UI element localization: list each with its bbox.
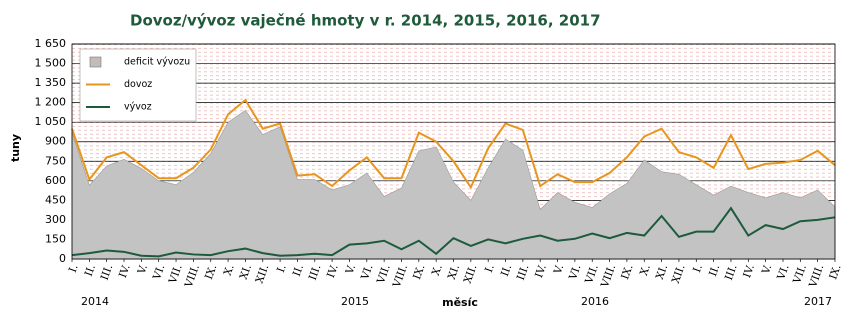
y-tick-label: 600 xyxy=(45,174,66,187)
x-tick-label: VII. xyxy=(791,263,809,286)
x-tick-label: I. xyxy=(483,263,497,274)
x-tick-label: X. xyxy=(430,263,445,277)
x-tick-label: VII. xyxy=(583,263,601,286)
x-tick-label: XII. xyxy=(254,263,272,285)
chart-title: Dovoz/vývoz vaječné hmoty v r. 2014, 201… xyxy=(130,12,601,30)
legend-items: deficit vývozu dovoz vývoz xyxy=(86,57,190,113)
x-tick-label: II. xyxy=(83,263,98,278)
y-axis-label: tuny xyxy=(9,134,22,162)
area xyxy=(71,110,836,260)
x-tick-label: IV. xyxy=(325,263,341,280)
x-tick-label: XII. xyxy=(670,263,688,285)
x-tick-label: XII. xyxy=(462,263,480,285)
y-tick-label: 1 500 xyxy=(35,57,67,70)
x-tick-label: IV. xyxy=(533,263,549,280)
x-tick-label: V. xyxy=(760,263,775,277)
x-tick-label: VI. xyxy=(775,263,792,282)
x-tick-label: IX. xyxy=(619,263,635,281)
year-label: 2017 xyxy=(804,295,832,308)
x-tick-label: I. xyxy=(67,263,81,274)
y-tick-label: 450 xyxy=(45,193,66,206)
x-tick-label: X. xyxy=(638,263,653,277)
x-tick-label: III. xyxy=(307,263,324,282)
y-tick-label: 300 xyxy=(45,213,66,226)
x-tick-label: I. xyxy=(691,263,705,274)
x-tick-label: III. xyxy=(723,263,740,282)
x-tick-label: VIII. xyxy=(807,263,827,290)
y-tick-label: 1 650 xyxy=(35,37,67,50)
x-tick-label: VII. xyxy=(375,263,393,286)
x-tick-label: VIII. xyxy=(599,263,619,290)
x-tick-label: IV. xyxy=(117,263,133,280)
x-tick-label: III. xyxy=(99,263,116,282)
x-tick-label: IX. xyxy=(827,263,843,281)
x-tick-label: VIII. xyxy=(391,263,411,290)
x-tick-label: I. xyxy=(275,263,289,274)
x-tick-label: XI. xyxy=(446,263,462,281)
plot xyxy=(71,43,836,260)
x-tick-label: IX. xyxy=(411,263,427,281)
x-tick-label: VIII. xyxy=(182,263,202,290)
x-tick-label: XI. xyxy=(654,263,670,281)
y-tick-label: 750 xyxy=(45,154,66,167)
x-tick-label: II. xyxy=(291,263,306,278)
legend-swatch xyxy=(89,56,102,68)
line xyxy=(71,206,836,258)
x-tick-label: V. xyxy=(135,263,150,277)
y-tick-label: 0 xyxy=(59,252,66,265)
legend-label: dovoz xyxy=(124,79,152,90)
x-tick-label: V. xyxy=(551,263,566,277)
x-tick-label: VI. xyxy=(359,263,376,282)
x-tick-label: VII. xyxy=(166,263,184,286)
x-tick-label: V. xyxy=(343,263,358,277)
x-tick-label: VI. xyxy=(151,263,168,282)
x-tick-label: II. xyxy=(499,263,514,278)
year-label: 2016 xyxy=(581,295,609,308)
x-tick-label: XI. xyxy=(238,263,254,281)
y-tick-label: 900 xyxy=(45,135,66,148)
legend-label: vývoz xyxy=(124,102,152,113)
x-tick-label: IV. xyxy=(741,263,757,280)
x-tick-label: II. xyxy=(707,263,722,278)
y-tick-label: 150 xyxy=(45,232,66,245)
y-tick-label: 1 200 xyxy=(35,96,67,109)
x-axis-label: měsíc xyxy=(442,296,478,309)
x-tick-label: IX. xyxy=(203,263,219,281)
x-tick-label: III. xyxy=(515,263,532,282)
year-label: 2015 xyxy=(341,295,369,308)
legend-label: deficit vývozu xyxy=(124,57,190,68)
x-tick-label: X. xyxy=(222,263,237,277)
x-tick-label: VI. xyxy=(567,263,584,282)
line xyxy=(71,98,836,190)
y-tick-label: 1 050 xyxy=(35,115,67,128)
year-label: 2014 xyxy=(81,295,109,308)
y-tick-label: 1 350 xyxy=(35,76,67,89)
